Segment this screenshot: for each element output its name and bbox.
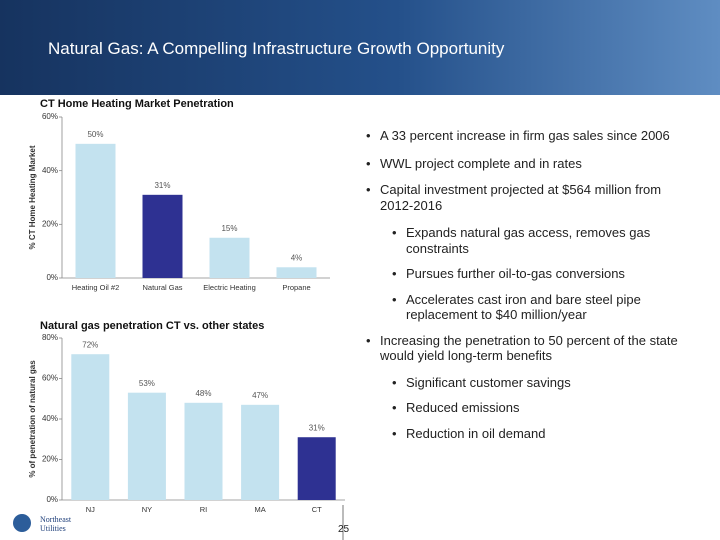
logo: Northeast Utilities xyxy=(40,515,72,533)
x-tick-label: Heating Oil #2 xyxy=(72,283,120,292)
y-tick-label: 20% xyxy=(42,455,58,464)
bullet: Significant customer savings xyxy=(392,375,697,391)
value-label: 4% xyxy=(291,253,303,262)
value-label: 50% xyxy=(87,130,103,139)
bullet: WWL project complete and in rates xyxy=(366,156,697,172)
value-label: 72% xyxy=(82,340,98,349)
bullet: Expands natural gas access, removes gas … xyxy=(392,225,697,256)
header-band xyxy=(0,0,720,95)
y-tick-label: 80% xyxy=(42,333,58,342)
bar xyxy=(71,354,110,500)
slide-title: Natural Gas: A Compelling Infrastructure… xyxy=(48,39,505,58)
value-label: 53% xyxy=(139,379,155,388)
y-axis-label: % CT Home Heating Market xyxy=(28,145,37,249)
bar xyxy=(142,194,183,278)
x-tick-label: RI xyxy=(200,505,208,514)
bullet: Reduced emissions xyxy=(392,400,697,416)
y-tick-label: 40% xyxy=(42,414,58,423)
x-tick-label: CT xyxy=(312,505,322,514)
y-tick-label: 40% xyxy=(42,166,58,175)
bullet: Increasing the penetration to 50 percent… xyxy=(366,333,697,364)
chart-title: CT Home Heating Market Penetration xyxy=(40,98,234,110)
bullet: Capital investment projected at $564 mil… xyxy=(366,182,697,213)
value-label: 47% xyxy=(252,391,268,400)
value-label: 31% xyxy=(154,181,170,190)
y-tick-label: 0% xyxy=(46,495,58,504)
x-tick-label: NY xyxy=(142,505,152,514)
y-axis-label: % of penetration of natural gas xyxy=(28,360,37,478)
x-tick-label: MA xyxy=(254,505,265,514)
chart-title: Natural gas penetration CT vs. other sta… xyxy=(40,320,264,332)
x-tick-label: Natural Gas xyxy=(142,283,182,292)
bullet: Pursues further oil-to-gas conversions xyxy=(392,266,697,282)
bullet: A 33 percent increase in firm gas sales … xyxy=(366,128,697,144)
x-tick-label: NJ xyxy=(86,505,95,514)
page-number: 25 xyxy=(338,524,350,535)
bar xyxy=(297,437,336,500)
value-label: 15% xyxy=(221,224,237,233)
bullet: Accelerates cast iron and bare steel pip… xyxy=(392,292,697,323)
y-tick-label: 60% xyxy=(42,374,58,383)
y-tick-label: 60% xyxy=(42,112,58,121)
logo-icon xyxy=(13,514,31,532)
bar xyxy=(276,267,317,278)
bar xyxy=(209,237,250,278)
bar xyxy=(75,143,116,278)
bullet: Reduction in oil demand xyxy=(392,426,697,442)
value-label: 31% xyxy=(309,423,325,432)
y-tick-label: 20% xyxy=(42,219,58,228)
bar xyxy=(241,404,280,500)
x-tick-label: Electric Heating xyxy=(203,283,256,292)
value-label: 48% xyxy=(195,389,211,398)
y-tick-label: 0% xyxy=(46,273,58,282)
x-tick-label: Propane xyxy=(282,283,310,292)
bar xyxy=(127,392,166,500)
bar xyxy=(184,402,223,500)
bullet-list: A 33 percent increase in firm gas sales … xyxy=(362,128,697,441)
